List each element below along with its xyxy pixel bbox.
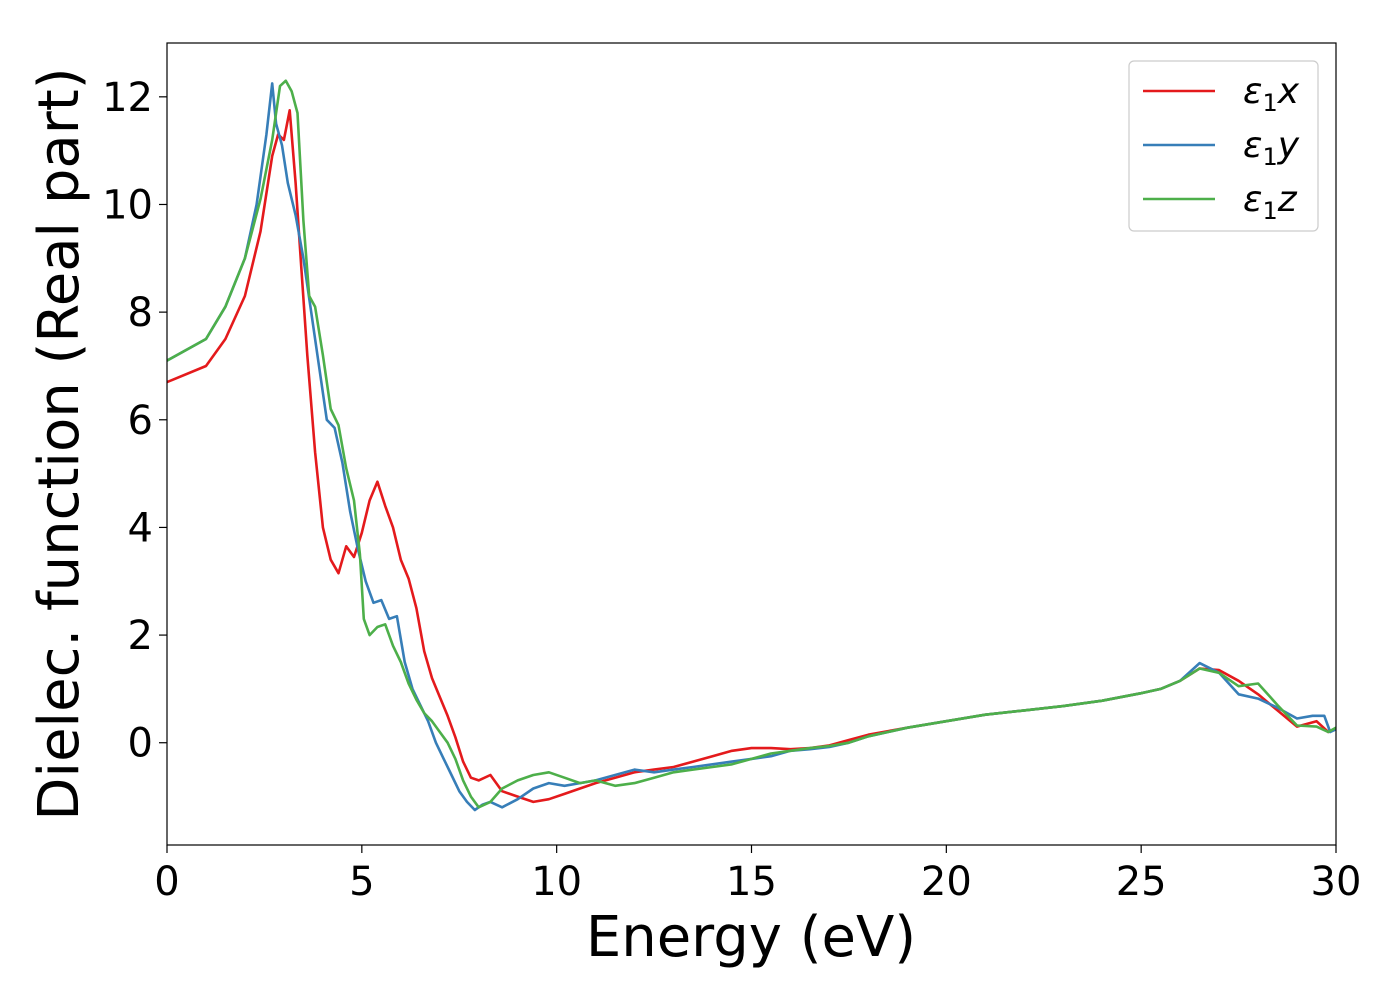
y-tick-label: 4 [128, 505, 153, 551]
series-line-z [167, 79, 1336, 809]
x-tick-label: 5 [349, 859, 374, 905]
legend-label-y: ε1y [1243, 125, 1300, 171]
y-tick-label: 2 [128, 613, 153, 659]
y-tick-label: 0 [128, 721, 153, 767]
x-tick-label: 0 [154, 859, 179, 905]
x-tick-label: 25 [1116, 859, 1167, 905]
legend-box [1128, 60, 1319, 232]
y-tick-label: 8 [128, 290, 153, 336]
x-tick-label: 20 [921, 859, 972, 905]
x-axis-label: Energy (eV) [586, 905, 916, 970]
legend-label-x: ε1x [1243, 71, 1300, 117]
x-tick-label: 30 [1311, 859, 1362, 905]
legend: ε1x ε1y ε1z [1128, 60, 1319, 232]
series-layer [167, 79, 1336, 812]
y-tick-label: 10 [102, 182, 153, 228]
y-tick-label: 12 [102, 75, 153, 121]
x-tick-label: 15 [726, 859, 777, 905]
legend-label-z: ε1z [1243, 179, 1298, 225]
x-tick-label: 10 [531, 859, 582, 905]
y-axis: 0 2 4 6 8 10 12 [102, 75, 167, 767]
x-axis: 0 5 10 15 20 25 30 [154, 845, 1361, 905]
y-axis-label: Dielec. function (Real part) [27, 67, 92, 820]
y-tick-label: 6 [128, 398, 153, 444]
